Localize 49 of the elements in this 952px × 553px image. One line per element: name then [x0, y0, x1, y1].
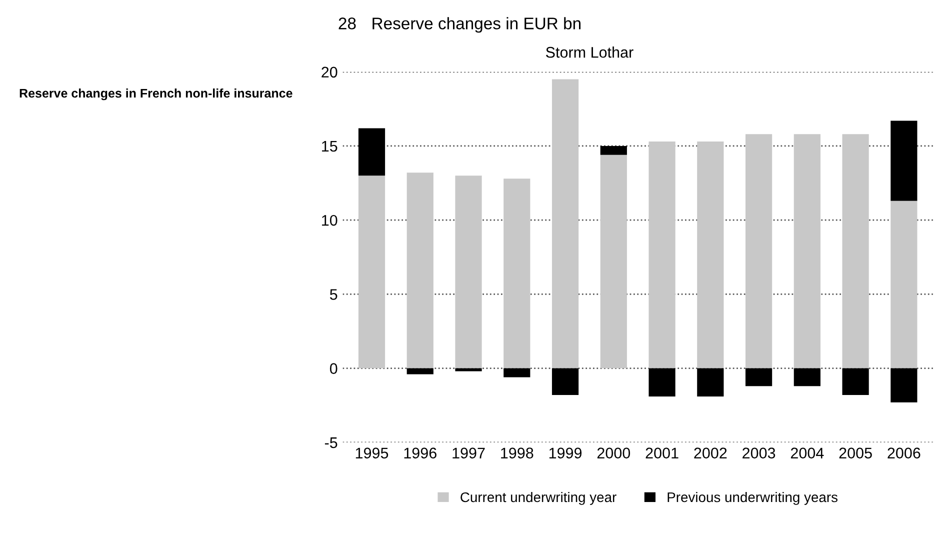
bar [504, 368, 530, 378]
y-tick-label: 10 [322, 214, 338, 226]
bar [455, 176, 482, 368]
x-tick-label: 1996 [404, 448, 436, 458]
x-tick-label: 2001 [646, 448, 678, 458]
bar [794, 368, 820, 386]
bar [794, 134, 820, 368]
bar [600, 154, 627, 368]
y-tick-label: 20 [322, 66, 338, 78]
legend-label: Current underwriting year [460, 492, 616, 505]
bar [504, 178, 530, 368]
bar [552, 368, 579, 395]
y-tick-label: 15 [322, 141, 338, 152]
y-tick-label: 0 [330, 363, 338, 374]
bar [890, 368, 918, 402]
bar [406, 368, 434, 374]
bar [890, 120, 918, 201]
bar [648, 142, 676, 368]
bar [455, 368, 482, 372]
x-tick-label: 1998 [501, 448, 534, 458]
x-tick-label: 2005 [839, 448, 872, 458]
bar [890, 200, 918, 368]
x-tick-label: 2006 [888, 448, 920, 458]
x-tick-label: 2004 [790, 448, 824, 458]
text: Reserve changes in French non-life insurance [20, 88, 292, 100]
bar [406, 172, 434, 368]
chart-title: Reserve changes in EUR bn [372, 17, 580, 33]
bar [358, 176, 386, 368]
legend-label: Previous underwriting years [668, 492, 838, 505]
y-tick-label: -5 [324, 437, 338, 448]
bar [745, 134, 772, 368]
x-tick-label: 2003 [742, 448, 776, 458]
bar [745, 368, 772, 386]
x-tick-label: 2000 [597, 448, 630, 458]
text: Storm Lothar [546, 46, 634, 58]
bar [842, 134, 869, 368]
bar [358, 128, 386, 176]
x-tick-label: 2002 [694, 448, 727, 458]
x-tick-label: 1995 [356, 448, 388, 458]
y-tick-label: 5 [330, 289, 338, 300]
bar [600, 146, 627, 155]
x-tick-label: 1997 [452, 448, 485, 458]
bar [648, 368, 676, 396]
x-tick-label: 1999 [549, 448, 582, 458]
bar [697, 142, 724, 368]
bar [697, 368, 724, 396]
bar [842, 368, 869, 395]
text: 28 [338, 18, 356, 30]
bar [552, 79, 579, 368]
